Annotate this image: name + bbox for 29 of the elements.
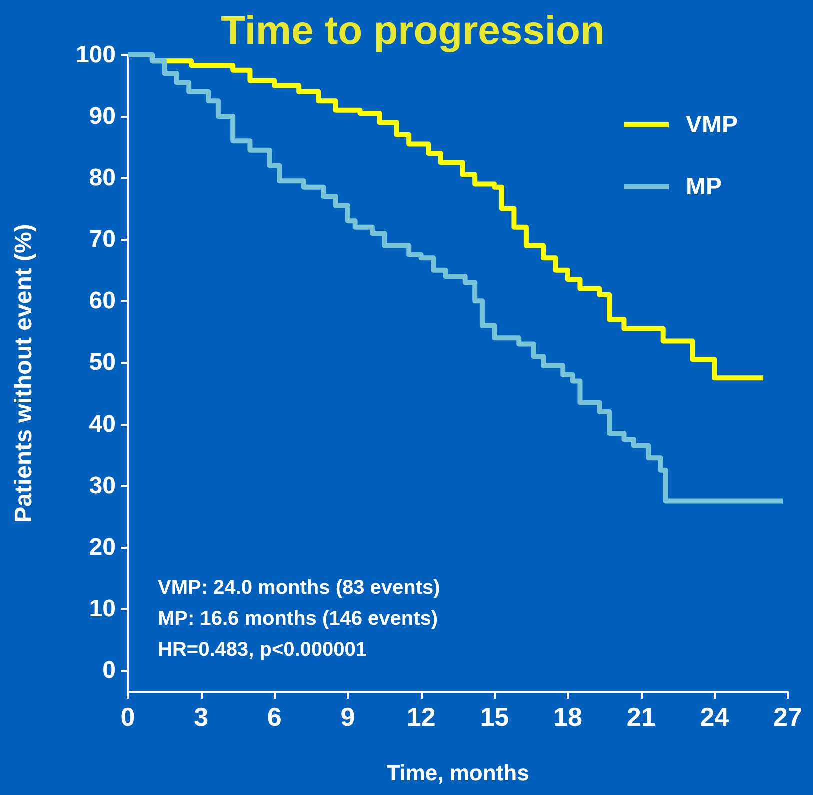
annotation: VMP: 24.0 months (83 events)	[158, 577, 440, 599]
x-tick-label: 6	[267, 702, 282, 732]
y-axis-title: Patients without event (%)	[10, 224, 38, 523]
x-tick-label: 27	[774, 702, 802, 732]
y-tick-label: 70	[89, 226, 116, 254]
x-tick-label: 24	[700, 702, 730, 732]
x-tick-label: 9	[340, 702, 356, 732]
annotation: HR=0.483, p<0.000001	[158, 639, 368, 661]
x-tick-label: 0	[120, 702, 136, 732]
legend-label: MP	[686, 174, 722, 200]
y-tick-label: 0	[102, 656, 116, 684]
x-tick-label: 21	[626, 702, 656, 732]
y-tick-label: 100	[76, 42, 116, 68]
y-tick-label: 50	[89, 349, 116, 376]
y-tick-label: 40	[89, 410, 116, 438]
x-tick-label: 15	[480, 702, 510, 732]
x-tick-label: 3	[194, 702, 209, 732]
y-tick-label: 30	[89, 472, 116, 500]
x-axis-title: Time, months	[386, 760, 530, 786]
legend-label: VMP	[686, 112, 738, 138]
chart-title: Time to progression	[221, 9, 605, 53]
x-tick-label: 12	[406, 702, 436, 732]
y-tick-label: 10	[89, 595, 116, 622]
y-tick-label: 20	[89, 534, 116, 561]
annotation: MP: 16.6 months (146 events)	[158, 608, 438, 630]
x-tick-label: 18	[554, 702, 582, 732]
y-tick-label: 90	[89, 103, 116, 130]
y-tick-label: 60	[89, 288, 116, 315]
y-tick-label: 80	[89, 164, 116, 192]
